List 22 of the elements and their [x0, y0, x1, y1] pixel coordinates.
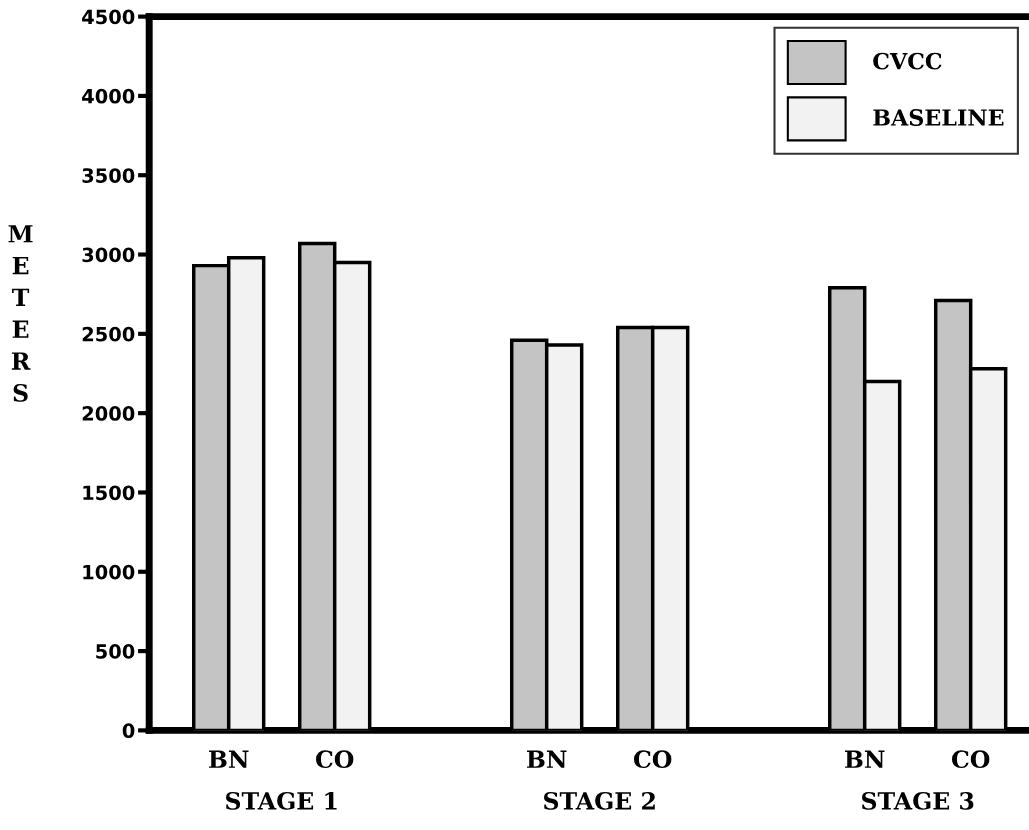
text: STAGE 3	[862, 791, 974, 810]
y-tick-label: 4000	[82, 88, 135, 104]
x-tick-label: BN	[845, 750, 885, 768]
y-tick-label: 1000	[83, 564, 135, 580]
legend-label: BASELINE	[873, 109, 1004, 126]
y-tick-label: 2500	[82, 326, 135, 342]
y-tick-label: 0	[122, 723, 135, 739]
x-tick-label: CO	[634, 750, 672, 769]
x-tick-label: CO	[952, 750, 990, 769]
y-axis-title: METERS	[8, 225, 33, 402]
y-tick-label: 1500	[83, 485, 135, 501]
y-tick-label: 500	[96, 644, 135, 659]
x-tick-label: CO	[316, 750, 354, 769]
y-tick-label: 3500	[82, 168, 135, 183]
text: STAGE 2	[544, 791, 655, 810]
text: STAGE 1	[226, 791, 337, 810]
y-tick-label: 3000	[82, 247, 135, 263]
x-tick-label: BN	[209, 750, 249, 768]
x-tick-label: BN	[527, 750, 567, 768]
y-tick-label: 4500	[82, 9, 135, 25]
legend-label: CVCC	[873, 52, 942, 70]
y-tick-label: 2000	[82, 406, 135, 421]
